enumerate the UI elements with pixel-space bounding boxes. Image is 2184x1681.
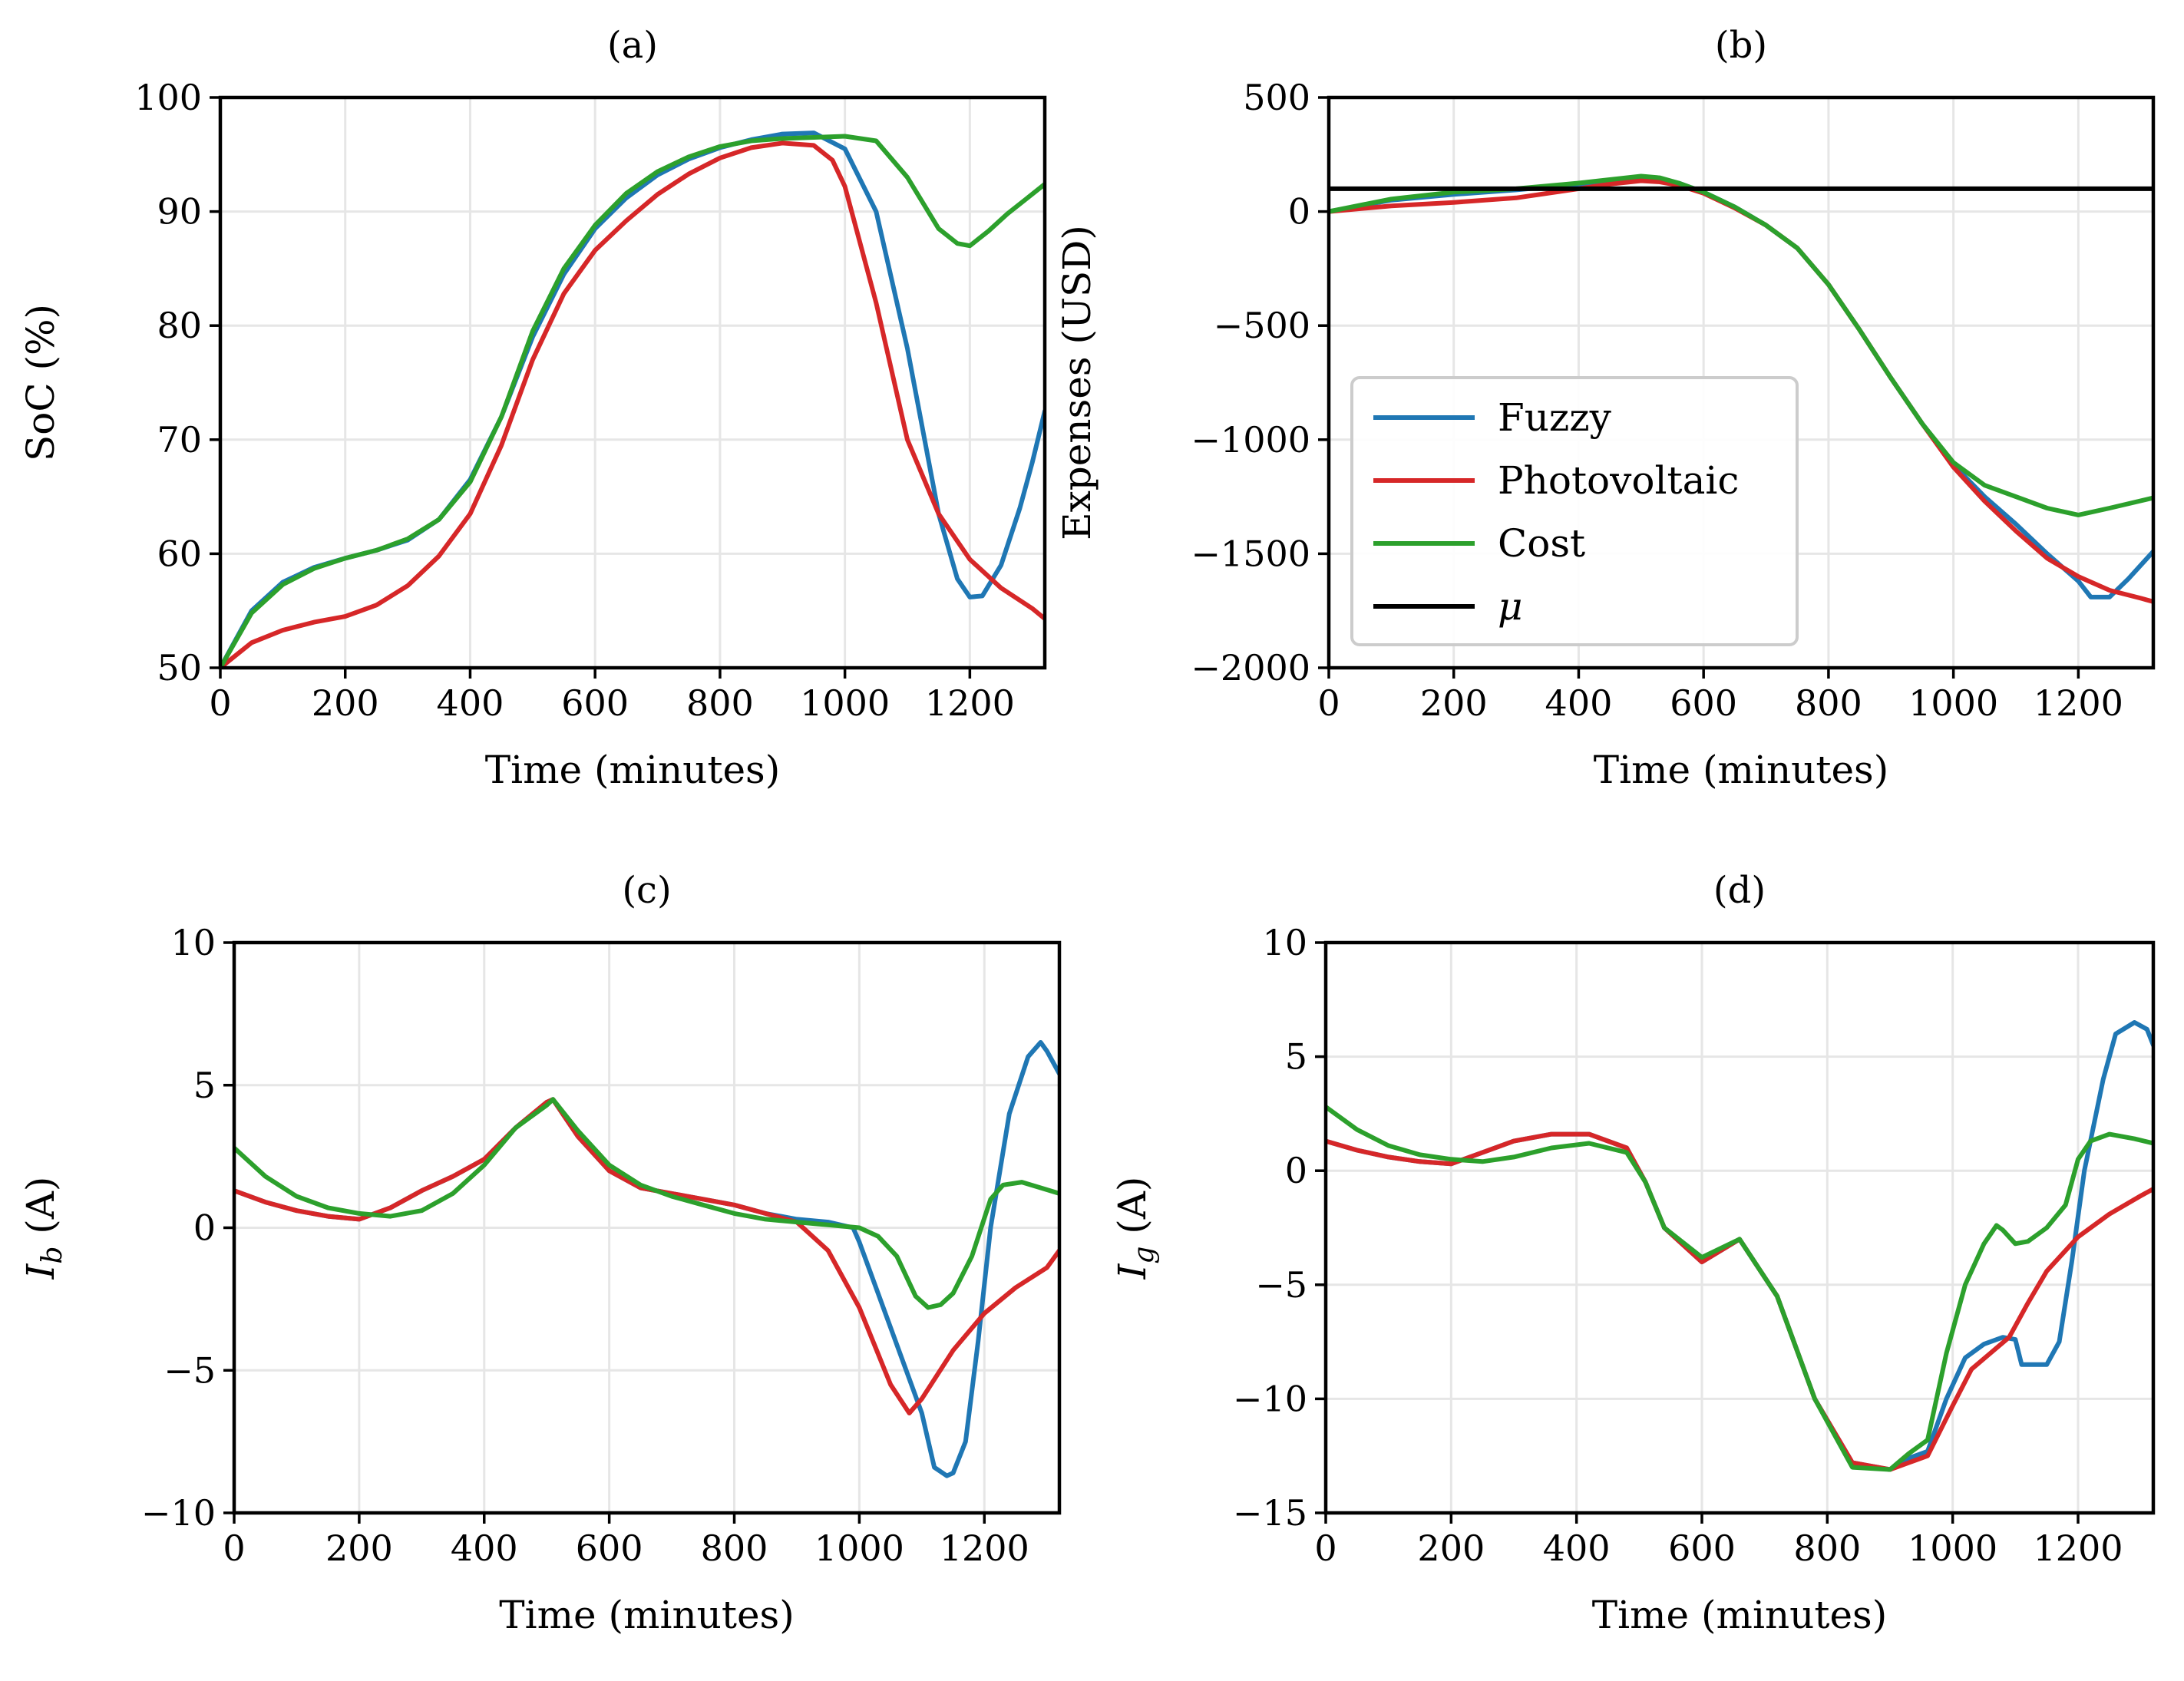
panel-b-x-tick-label: 1200 (2034, 682, 2123, 724)
panel-a-frame (218, 95, 1047, 670)
panel-b-y-axis-label: Expenses (USD) (1055, 225, 1099, 540)
panel-c-x-tick-label: 200 (325, 1527, 393, 1569)
panel-d-y-tick-label: −15 (1233, 1492, 1307, 1534)
panel-d-y-tick-label: −10 (1233, 1378, 1307, 1419)
panel-c-x-tick-label: 0 (223, 1527, 245, 1569)
panel-d-y-tick-label: 5 (1285, 1036, 1307, 1078)
panel-c-x-tick-label: 800 (701, 1527, 768, 1569)
panel-a-y-tick-label: 70 (157, 419, 202, 461)
panel-d-series-fuzzy (1326, 1020, 2153, 1472)
panel-c-y-tick-label: 10 (170, 922, 216, 963)
panel-c-series-fuzzy (234, 1040, 1059, 1478)
panel-c-title: (c) (622, 869, 671, 912)
panel-c-y-tick-label: 5 (193, 1065, 216, 1106)
panel-b-y-tick-label: −1500 (1191, 533, 1310, 574)
panel-a-x-tick-label: 1000 (800, 682, 890, 724)
panel-c-x-tick-label: 600 (576, 1527, 643, 1569)
legend-label-fuzzy: Fuzzy (1498, 395, 1612, 440)
panel-c-x-axis-label: Time (minutes) (499, 1593, 794, 1637)
panel-b-y-tick-label: −500 (1214, 305, 1310, 346)
panel-a-title: (a) (607, 24, 658, 67)
panel-b-title: (b) (1715, 24, 1767, 67)
legend-label-cost: Cost (1498, 521, 1585, 566)
panel-b-series-cost (1329, 173, 2153, 517)
panel-d-y-tick-label: 0 (1285, 1150, 1307, 1191)
panel-a-x-tick-label: 400 (437, 682, 504, 724)
panel-a-x-tick-label: 200 (312, 682, 379, 724)
panel-c-battery-current: 0 200 400 600 800 1000 1200 −10 −5 0 5 10 (c) Time (m… (18, 869, 1062, 1637)
panel-d-x-tick-label: 400 (1543, 1527, 1611, 1569)
panel-a-x-tick-label: 600 (561, 682, 629, 724)
panel-d-x-tick-label: 600 (1668, 1527, 1736, 1569)
panel-a-y-tick-label: 100 (134, 77, 202, 118)
panel-d-x-tick-label: 800 (1793, 1527, 1861, 1569)
panel-a-x-tick-label: 800 (686, 682, 754, 724)
panel-d-y-tick-label: −5 (1255, 1264, 1307, 1306)
panel-d-grid-current: 0 200 400 600 800 1000 1200 −15 −10 −5 0 5 10 (d) Time… (1110, 869, 2156, 1637)
panel-b-x-tick-label: 200 (1420, 682, 1488, 724)
panel-a-y-tick-label: 50 (157, 647, 202, 689)
panel-d-y-tick-label: 10 (1262, 922, 1307, 963)
legend-label-mu: μ (1498, 584, 1523, 629)
panel-b-x-tick-label: 400 (1545, 682, 1613, 724)
panel-b-y-tick-label: 500 (1243, 77, 1310, 118)
panel-c-y-tick-label: −10 (141, 1492, 216, 1534)
panel-c-series-cost (234, 1097, 1059, 1310)
panel-a-series-cost (220, 134, 1045, 668)
panel-b-y-tick-label: −1000 (1191, 419, 1310, 461)
panel-d-x-axis-label: Time (minutes) (1592, 1593, 1887, 1637)
legend-label-photovoltaic: Photovoltaic (1498, 458, 1739, 503)
panel-b-x-tick-label: 600 (1670, 682, 1737, 724)
panel-b-x-axis-label: Time (minutes) (1594, 748, 1888, 792)
legend-box (1350, 376, 1799, 646)
panel-d-x-tick-label: 1000 (1908, 1527, 1997, 1569)
panel-c-x-tick-label: 1000 (814, 1527, 904, 1569)
panel-a-y-tick-label: 90 (157, 191, 202, 233)
panel-a-y-tick-label: 80 (157, 305, 202, 346)
panel-d-x-tick-label: 1200 (2033, 1527, 2123, 1569)
panel-d-x-tick-label: 0 (1314, 1527, 1337, 1569)
panel-a-x-axis-label: Time (minutes) (485, 748, 780, 792)
panel-a-x-tick-label: 1200 (925, 682, 1015, 724)
panel-b-x-tick-label: 1000 (1908, 682, 1998, 724)
panel-a-y-axis-label: SoC (%) (18, 304, 63, 461)
panel-c-x-tick-label: 1200 (940, 1527, 1029, 1569)
panel-b-y-tick-label: 0 (1288, 191, 1310, 233)
panel-b-expenses: 0 200 400 600 800 1000 1200 −2000 −1500 −1000 −500… (1055, 24, 2156, 792)
panel-a-series-photovoltaic (220, 140, 1045, 668)
legend: Fuzzy Photovoltaic Cost μ (1350, 376, 1799, 646)
panel-a-y-tick-label: 60 (157, 533, 202, 574)
panel-b-x-tick-label: 800 (1795, 682, 1862, 724)
panel-c-y-tick-label: −5 (164, 1349, 216, 1391)
panel-c-series-photovoltaic (234, 1097, 1059, 1415)
panel-c-y-tick-label: 0 (193, 1207, 216, 1249)
panel-d-series-cost (1326, 1105, 2153, 1472)
panel-c-y-axis-label: Ib (A) (18, 1177, 68, 1280)
panel-a-x-tick-label: 0 (209, 682, 231, 724)
panel-b-x-tick-label: 0 (1317, 682, 1340, 724)
panel-b-y-tick-label: −2000 (1191, 647, 1310, 689)
panel-b-frame (1327, 95, 2156, 670)
panel-d-series-photovoltaic (1326, 1131, 2153, 1472)
panel-d-frame (1323, 940, 2156, 1515)
panel-a-soc: 0 200 400 600 800 1000 1200 50 60 70 80 90 100 (a) Tim… (18, 24, 1047, 792)
panel-d-y-axis-label: Ig (A) (1110, 1177, 1160, 1280)
panel-d-title: (d) (1713, 869, 1766, 912)
panel-d-x-tick-label: 200 (1417, 1527, 1485, 1569)
panel-c-x-tick-label: 400 (451, 1527, 518, 1569)
